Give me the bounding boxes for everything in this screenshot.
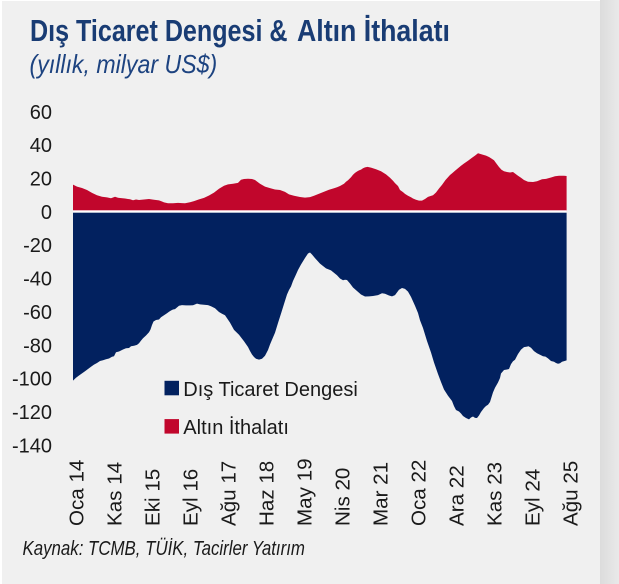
svg-text:(yıllık, milyar US$): (yıllık, milyar US$) [30, 51, 218, 80]
svg-text:Ara 22: Ara 22 [445, 465, 468, 526]
svg-text:Altın İthalatı: Altın İthalatı [297, 14, 450, 48]
svg-text:Eki 15: Eki 15 [141, 469, 164, 526]
svg-text:Dış Ticaret Dengesi &: Dış Ticaret Dengesi & [30, 13, 288, 48]
svg-text:-100: -100 [12, 369, 52, 391]
svg-text:-40: -40 [23, 269, 52, 291]
svg-text:Ağu 25: Ağu 25 [559, 461, 582, 526]
svg-text:Mar 21: Mar 21 [369, 462, 392, 526]
svg-text:Kas 14: Kas 14 [103, 462, 126, 526]
svg-text:60: 60 [30, 102, 52, 124]
svg-text:Oca 22: Oca 22 [407, 460, 430, 526]
svg-text:20: 20 [30, 169, 52, 191]
svg-text:May 19: May 19 [293, 458, 316, 526]
svg-text:Dış Ticaret Dengesi: Dış Ticaret Dengesi [183, 379, 358, 401]
svg-text:Altın İthalatı: Altın İthalatı [183, 416, 289, 439]
svg-text:-20: -20 [23, 235, 52, 257]
svg-text:0: 0 [41, 202, 52, 224]
svg-text:Nis 20: Nis 20 [331, 468, 354, 526]
svg-text:Oca 14: Oca 14 [65, 460, 88, 526]
svg-text:Kas 23: Kas 23 [483, 462, 506, 526]
svg-text:40: 40 [30, 135, 52, 157]
svg-text:Haz 18: Haz 18 [255, 461, 278, 526]
svg-text:Ağu 17: Ağu 17 [217, 461, 240, 526]
svg-text:-140: -140 [12, 435, 52, 457]
svg-text:-80: -80 [23, 335, 52, 357]
svg-text:Eyl 16: Eyl 16 [179, 469, 202, 526]
svg-text:-120: -120 [12, 402, 52, 424]
svg-text:-60: -60 [23, 302, 52, 324]
svg-text:Eyl 24: Eyl 24 [521, 469, 544, 526]
svg-text:Kaynak: TCMB, TÜİK, Tacirler Y: Kaynak: TCMB, TÜİK, Tacirler Yatırım [23, 537, 305, 560]
